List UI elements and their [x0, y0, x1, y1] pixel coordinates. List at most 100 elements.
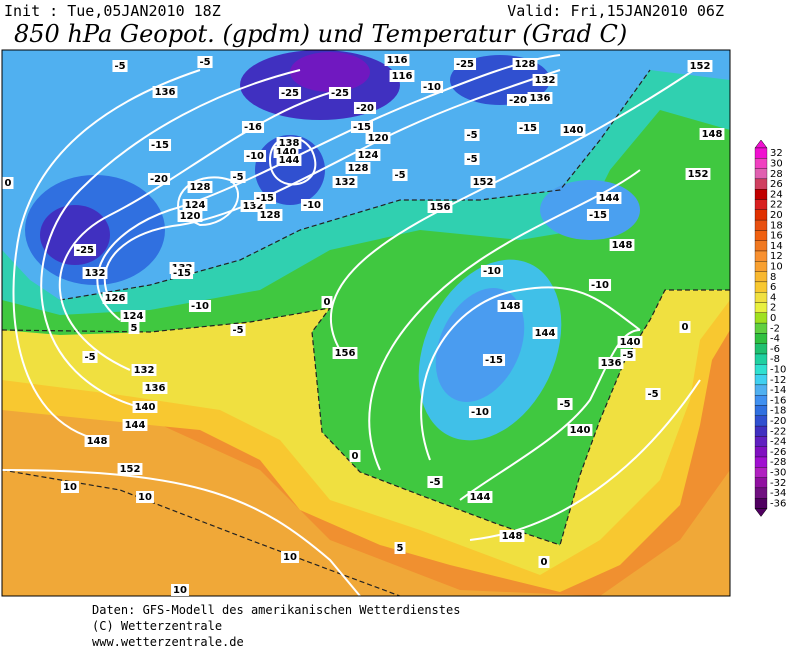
map-frame [1, 49, 731, 597]
colorbar-label: -32 [770, 478, 786, 489]
label-box [332, 347, 358, 359]
contour-label: -15 [151, 140, 169, 151]
map-title: 850 hPa Geopot. (gpdm) und Temperatur (G… [14, 20, 627, 48]
label-box [453, 58, 477, 70]
colorbar-swatch [754, 456, 768, 468]
label-box [128, 322, 140, 334]
label-box [345, 162, 371, 174]
contour-label: 0 [5, 178, 12, 189]
label-box [243, 150, 267, 162]
contour-label: 128 [260, 210, 281, 221]
label-box [276, 154, 302, 166]
colorbar-swatch [754, 405, 768, 416]
colorbar-swatch [754, 467, 768, 478]
colorbar-swatch [754, 147, 768, 159]
colorbar-label: -16 [770, 395, 786, 406]
contour-label: 0 [541, 557, 548, 568]
contour-label: 120 [180, 211, 201, 222]
colorbar-swatch [754, 209, 768, 221]
label-box [281, 551, 299, 563]
label-box [253, 192, 277, 204]
contour-label: 152 [688, 169, 709, 180]
contour-label: -5 [466, 154, 477, 165]
colorbar-label: 26 [770, 179, 783, 190]
label-box [300, 199, 324, 211]
contour-label: -10 [591, 280, 609, 291]
contour-label: -25 [331, 88, 349, 99]
colorbar-swatch [754, 219, 768, 231]
label-box [464, 129, 480, 141]
label-box [332, 176, 358, 188]
label-box [170, 267, 194, 279]
contour-label: 116 [392, 71, 413, 82]
contour-label: 156 [430, 202, 451, 213]
label-box [82, 267, 108, 279]
colorbar-label: -28 [770, 457, 786, 468]
label-box [241, 121, 265, 133]
colorbar-label: -18 [770, 406, 786, 417]
contour-label: -15 [353, 122, 371, 133]
label-box [353, 102, 377, 114]
colorbar-label: 30 [770, 158, 783, 169]
contour-label: 140 [135, 402, 156, 413]
cold-area [255, 135, 325, 205]
contour-label: -10 [246, 151, 264, 162]
contour-label: -5 [429, 477, 440, 488]
label-box [389, 70, 415, 82]
contour-label: 136 [530, 93, 551, 104]
label-box [699, 128, 725, 140]
label-box [527, 92, 553, 104]
label-box [142, 382, 168, 394]
contour-label: 152 [473, 177, 494, 188]
contour-label: -15 [256, 193, 274, 204]
colorbar-swatch [754, 189, 768, 200]
temperature-isoline [2, 307, 561, 546]
contour-label: 126 [105, 293, 126, 304]
contour-label: 148 [612, 240, 633, 251]
contour-label: -10 [191, 301, 209, 312]
colorbar-label: -24 [770, 437, 786, 448]
label-box [147, 173, 171, 185]
label-box [464, 153, 480, 165]
contour-label: -15 [519, 123, 537, 134]
height-contour [103, 69, 561, 301]
footer-line: (C) Wetterzentrale [92, 619, 222, 633]
contour-label: -15 [589, 210, 607, 221]
contour-label: 144 [535, 328, 556, 339]
colorbar-swatch [754, 281, 768, 293]
label-box [596, 192, 622, 204]
map [2, 50, 730, 596]
label-box [679, 321, 691, 333]
colorbar-swatch [754, 333, 768, 344]
colorbar-label: 12 [770, 251, 783, 262]
label-box [349, 450, 361, 462]
label-box [392, 169, 408, 181]
label-box [257, 209, 283, 221]
contour-label: 10 [283, 552, 297, 563]
colorbar-label: -20 [770, 416, 786, 427]
footer-line: Daten: GFS-Modell des amerikanischen Wet… [92, 603, 460, 617]
colorbar-swatch [754, 261, 768, 272]
contour-label: 128 [515, 59, 536, 70]
label-box [82, 351, 98, 363]
contour-label: 124 [185, 200, 206, 211]
contour-label: 10 [173, 585, 187, 596]
contour-label: 124 [123, 311, 144, 322]
contour-label: -5 [647, 389, 658, 400]
cold-area [290, 52, 370, 92]
colorbar-label: 24 [770, 189, 783, 200]
contour-label: -10 [423, 82, 441, 93]
colorbar-swatch [754, 312, 768, 324]
contour-label: -25 [76, 245, 94, 256]
contour-label: 0 [324, 297, 331, 308]
contour-label: 116 [387, 55, 408, 66]
label-box [420, 81, 444, 93]
label-box [384, 54, 410, 66]
label-box [120, 310, 146, 322]
label-box [394, 542, 406, 554]
contour-label: 132 [535, 75, 556, 86]
label-box [506, 94, 530, 106]
height-contour [96, 54, 561, 321]
contour-label: 0 [352, 451, 359, 462]
contour-label: 140 [276, 147, 297, 158]
